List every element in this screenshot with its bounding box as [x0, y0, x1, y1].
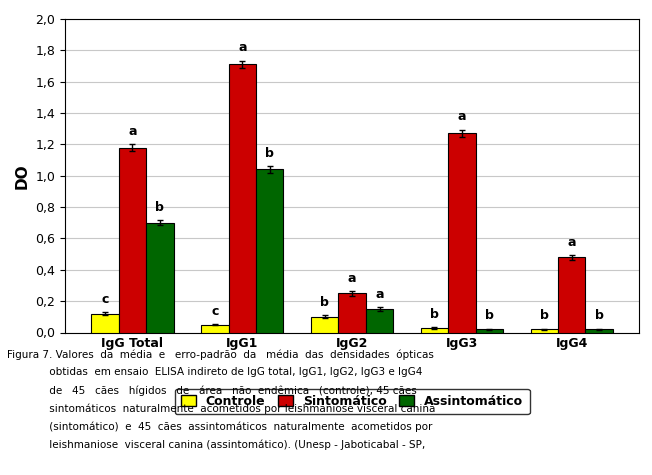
Text: a: a	[348, 272, 357, 285]
Text: c: c	[101, 293, 109, 306]
Legend: Controle, Sintomático, Assintomático: Controle, Sintomático, Assintomático	[175, 389, 529, 414]
Bar	[338, 293, 366, 332]
Bar	[475, 329, 503, 332]
Bar	[366, 309, 393, 332]
Text: b: b	[595, 309, 604, 323]
Text: b: b	[540, 309, 549, 323]
Bar	[91, 314, 119, 332]
Bar	[421, 328, 448, 332]
Text: sintomáticos  naturalmente  acometidos por leishmaniose visceral canina: sintomáticos naturalmente acometidos por…	[7, 403, 435, 414]
Text: b: b	[265, 147, 274, 160]
Text: b: b	[485, 309, 494, 323]
Bar	[256, 170, 284, 332]
Text: a: a	[376, 288, 384, 301]
Bar	[311, 317, 338, 332]
Text: b: b	[430, 308, 439, 321]
Text: b: b	[155, 201, 164, 214]
Text: obtidas  em ensaio  ELISA indireto de IgG total, IgG1, IgG2, IgG3 e IgG4: obtidas em ensaio ELISA indireto de IgG …	[7, 367, 422, 377]
Bar	[531, 329, 558, 332]
Bar	[585, 329, 613, 332]
Text: de   45   cães   hígidos   de   área   não  endêmica   (controle), 45 cães: de 45 cães hígidos de área não endêmica …	[7, 385, 416, 396]
Bar	[558, 257, 585, 332]
Text: a: a	[567, 236, 576, 248]
Text: leishmaniose  visceral canina (assintomático). (Unesp - Jaboticabal - SP,: leishmaniose visceral canina (assintomát…	[7, 439, 424, 450]
Text: (sintomático)  e  45  cães  assintomáticos  naturalmente  acometidos por: (sintomático) e 45 cães assintomáticos n…	[7, 421, 432, 432]
Bar	[448, 133, 475, 332]
Bar	[119, 148, 146, 332]
Text: a: a	[458, 110, 466, 123]
Text: b: b	[320, 296, 329, 309]
Bar	[146, 223, 173, 332]
Bar	[201, 325, 229, 332]
Bar	[229, 65, 256, 332]
Text: Figura 7. Valores  da  média  e   erro-padrão  da   média  das  densidades  ópti: Figura 7. Valores da média e erro-padrão…	[7, 349, 434, 360]
Text: c: c	[211, 304, 218, 318]
Y-axis label: DO: DO	[15, 163, 30, 189]
Text: a: a	[128, 125, 137, 138]
Text: a: a	[238, 41, 246, 54]
